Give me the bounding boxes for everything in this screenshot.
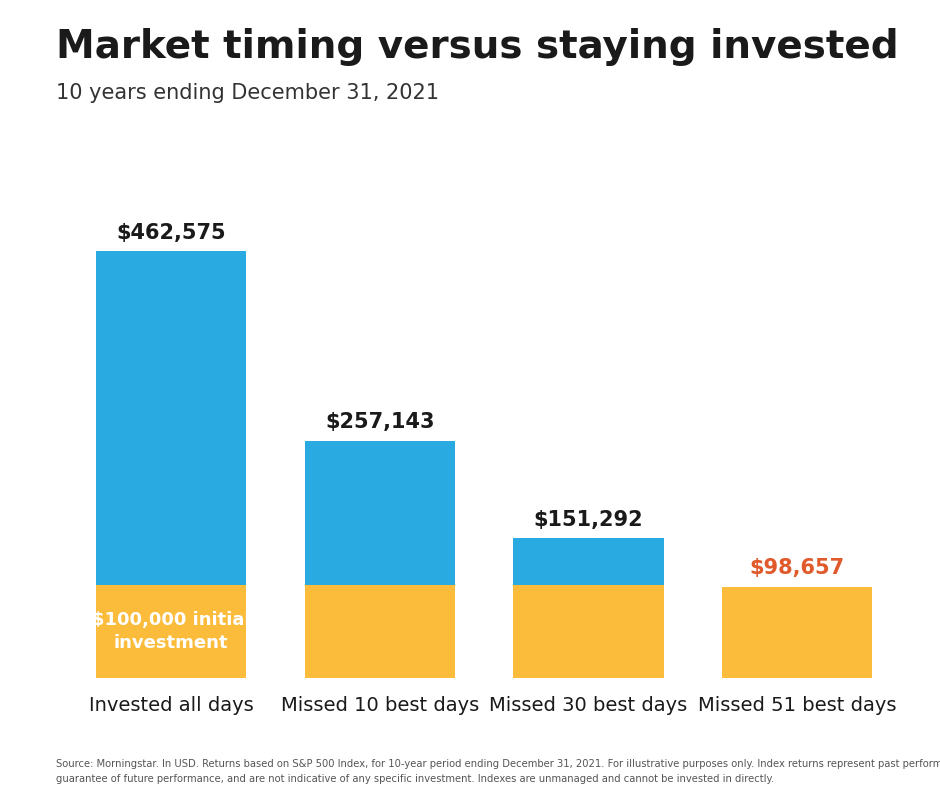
Bar [722,587,872,678]
Bar [513,538,664,585]
Text: Market timing versus staying invested: Market timing versus staying invested [56,28,899,65]
Bar [513,585,664,678]
Bar [305,440,455,585]
Bar [96,251,246,585]
Text: 10 years ending December 31, 2021: 10 years ending December 31, 2021 [56,83,439,102]
Text: $98,657: $98,657 [749,559,845,578]
Text: $462,575: $462,575 [117,223,226,243]
Bar [96,585,246,678]
Text: $151,292: $151,292 [534,510,643,530]
Text: Source: Morningstar. In USD. Returns based on S&P 500 Index, for 10-year period : Source: Morningstar. In USD. Returns bas… [56,760,940,784]
Bar [305,585,455,678]
Text: $257,143: $257,143 [325,412,434,433]
Text: $100,000 initial
investment: $100,000 initial investment [92,611,250,652]
